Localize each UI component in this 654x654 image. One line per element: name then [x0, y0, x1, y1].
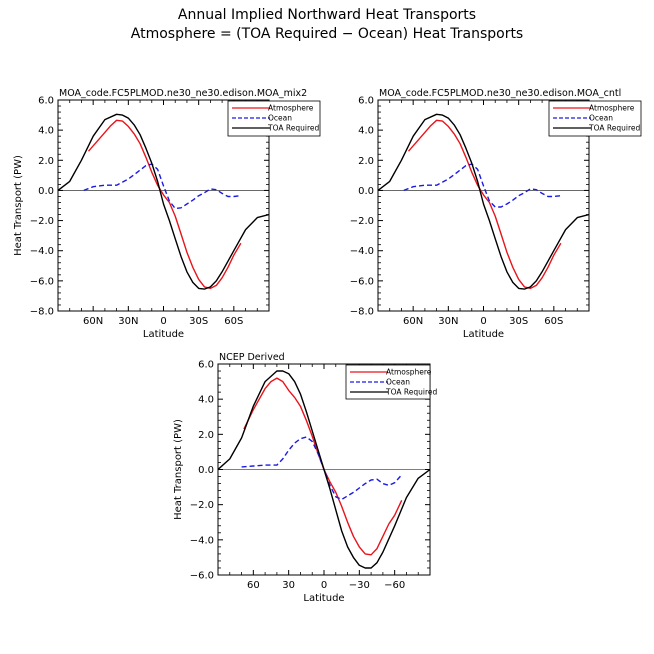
series-line-toa-required [218, 370, 430, 569]
figure-title-line2: Atmosphere = (TOA Required − Ocean) Heat… [131, 26, 523, 42]
x-tick-label: 60S [544, 316, 563, 327]
y-tick-label: 4.0 [198, 395, 214, 406]
y-tick-label: −8.0 [30, 307, 54, 318]
x-axis-label: Latitude [143, 329, 184, 340]
panel-title: MOA_code.FC5PLMOD.ne30_ne30.edison.MOA_c… [379, 88, 621, 99]
series-line-ocean [241, 436, 403, 501]
series-group [218, 370, 430, 569]
legend-label: Atmosphere [268, 104, 314, 113]
x-tick-label: 60N [403, 316, 423, 327]
x-tick-label: 60N [83, 316, 103, 327]
panel-title: NCEP Derived [219, 352, 285, 363]
x-tick-label: 30 [282, 580, 295, 591]
legend-label: TOA Required [588, 124, 640, 133]
x-tick-label: 60 [247, 580, 260, 591]
y-tick-label: −8.0 [350, 307, 374, 318]
x-tick-label: 30S [509, 316, 528, 327]
series-line-ocean [83, 163, 241, 210]
x-tick-label: −30 [349, 580, 370, 591]
y-tick-label: −6.0 [350, 276, 374, 287]
legend-label: Ocean [386, 378, 410, 387]
y-tick-label: −4.0 [190, 535, 214, 546]
y-tick-label: −6.0 [190, 571, 214, 582]
x-axis-label: Latitude [463, 329, 504, 340]
x-tick-label: 30N [438, 316, 458, 327]
series-line-ocean [403, 163, 561, 208]
series-group [58, 113, 269, 290]
y-tick-label: 6.0 [38, 96, 54, 107]
x-tick-label: 60S [224, 316, 243, 327]
x-tick-label: 30N [118, 316, 138, 327]
series-group [378, 113, 589, 290]
x-tick-label: 0 [480, 316, 486, 327]
series-line-toa-required [378, 113, 589, 290]
y-tick-label: −4.0 [30, 246, 54, 257]
y-axis-label: Heat Transport (PW) [173, 419, 184, 520]
y-tick-label: 4.0 [38, 126, 54, 137]
legend-box [227, 100, 321, 137]
legend-label: TOA Required [267, 124, 319, 133]
x-tick-label: 30S [189, 316, 208, 327]
y-tick-label: −2.0 [190, 500, 214, 511]
y-tick-label: 0.0 [198, 465, 214, 476]
y-tick-label: 2.0 [38, 156, 54, 167]
chart-panel-3: −6.0 −4.0 −2.0 0.0 2.0 4.0 6.0 60 30 0 −30 −60 Latit… [173, 352, 437, 604]
legend-label: Atmosphere [386, 368, 432, 377]
y-tick-label: −2.0 [350, 216, 374, 227]
y-axis-label: Heat Transport (PW) [13, 155, 24, 256]
series-line-atmosphere [407, 119, 562, 290]
y-tick-label: −4.0 [350, 246, 374, 257]
panel-title: MOA_code.FC5PLMOD.ne30_ne30.edison.MOA_m… [59, 88, 307, 99]
series-line-atmosphere [87, 119, 242, 290]
legend-label: Ocean [589, 114, 613, 123]
y-tick-label: −2.0 [30, 216, 54, 227]
y-tick-label: 4.0 [358, 126, 374, 137]
legend-label: TOA Required [385, 388, 437, 397]
y-tick-label: 6.0 [198, 360, 214, 371]
x-axis-label: Latitude [303, 593, 344, 604]
x-tick-label: 0 [321, 580, 327, 591]
chart-panel-1: −8.0 −6.0 −4.0 −2.0 0.0 2.0 4.0 6.0 60N 30N 0 30S 60… [13, 88, 321, 340]
y-tick-label: 0.0 [358, 186, 374, 197]
legend-label: Atmosphere [589, 104, 635, 113]
y-tick-label: 2.0 [358, 156, 374, 167]
x-tick-label: −60 [384, 580, 405, 591]
y-tick-label: −6.0 [30, 276, 54, 287]
legend-label: Ocean [268, 114, 292, 123]
legend-box [548, 100, 642, 137]
series-line-toa-required [58, 113, 269, 290]
chart-panel-2: −8.0 −6.0 −4.0 −2.0 0.0 2.0 4.0 6.0 60N 30N 0 30S 60… [350, 88, 642, 340]
y-tick-label: 0.0 [38, 186, 54, 197]
y-tick-label: 2.0 [198, 430, 214, 441]
y-tick-label: 6.0 [358, 96, 374, 107]
x-tick-label: 0 [160, 316, 166, 327]
figure-title-line1: Annual Implied Northward Heat Transports [178, 7, 476, 23]
